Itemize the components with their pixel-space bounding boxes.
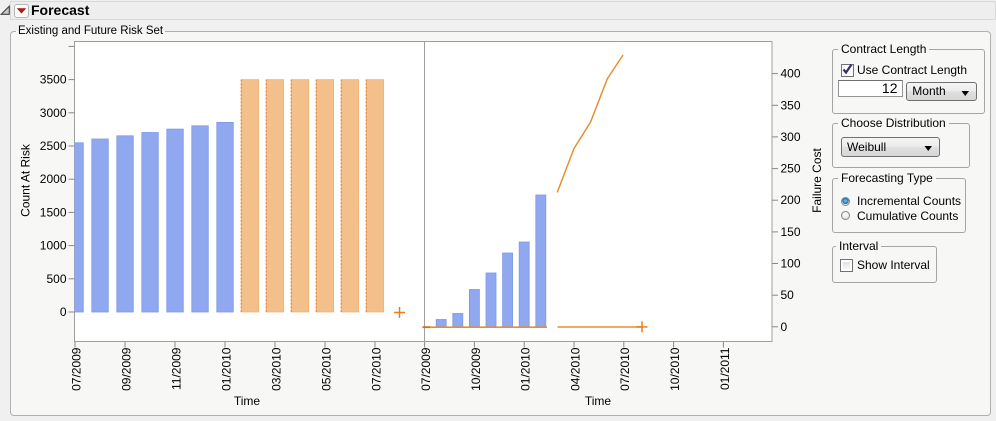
svg-text:05/2010: 05/2010 [319, 347, 333, 391]
svg-text:Time: Time [234, 394, 261, 408]
svg-text:03/2010: 03/2010 [269, 347, 283, 391]
svg-text:07/2010: 07/2010 [369, 347, 383, 391]
svg-text:Failure Cost: Failure Cost [810, 147, 824, 212]
svg-text:2500: 2500 [40, 139, 67, 153]
svg-text:09/2009: 09/2009 [119, 347, 133, 391]
svg-text:01/2010: 01/2010 [219, 347, 233, 391]
svg-text:350: 350 [781, 98, 801, 112]
svg-text:04/2010: 04/2010 [568, 347, 582, 391]
svg-text:07/2009: 07/2009 [419, 347, 433, 391]
svg-text:0: 0 [781, 320, 788, 334]
svg-text:400: 400 [781, 67, 801, 81]
svg-text:01/2010: 01/2010 [519, 347, 533, 391]
svg-text:11/2009: 11/2009 [169, 347, 183, 390]
svg-text:10/2009: 10/2009 [469, 347, 483, 391]
svg-text:Count At Risk: Count At Risk [19, 143, 33, 217]
svg-text:07/2010: 07/2010 [618, 347, 632, 391]
svg-text:300: 300 [781, 130, 801, 144]
svg-text:200: 200 [781, 193, 801, 207]
svg-text:100: 100 [781, 257, 801, 271]
svg-text:Time: Time [585, 394, 612, 408]
svg-text:250: 250 [781, 162, 801, 176]
svg-text:07/2009: 07/2009 [69, 347, 83, 391]
svg-text:3000: 3000 [40, 106, 67, 120]
svg-text:0: 0 [60, 305, 67, 319]
svg-text:10/2010: 10/2010 [668, 347, 682, 391]
svg-text:3500: 3500 [40, 73, 67, 87]
svg-text:1000: 1000 [40, 239, 67, 253]
svg-text:150: 150 [781, 225, 801, 239]
svg-text:01/2011: 01/2011 [718, 347, 732, 390]
svg-text:1500: 1500 [40, 205, 67, 219]
svg-text:2000: 2000 [40, 172, 67, 186]
svg-text:50: 50 [781, 288, 795, 302]
svg-text:500: 500 [46, 272, 66, 286]
